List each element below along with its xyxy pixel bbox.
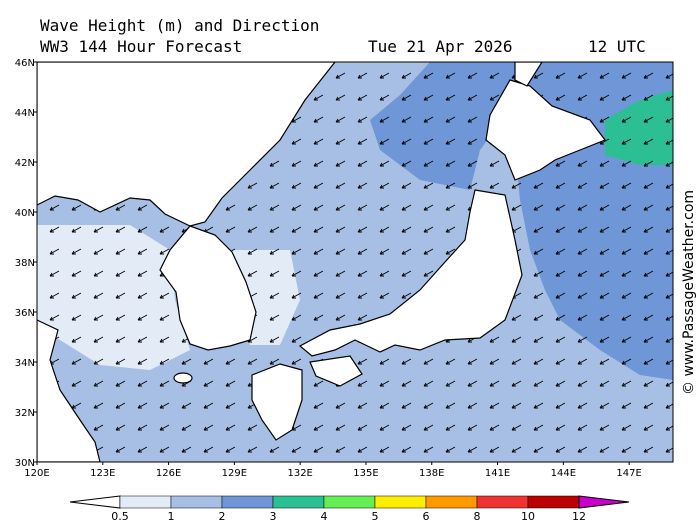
legend-label: 10 [521,510,535,523]
legend-segment [272,495,325,509]
watermark: © www.PassageWeather.com [681,190,697,395]
legend-label: 5 [372,510,379,523]
lat-tick-label: 38N [15,258,35,269]
time: 12 UTC [588,37,646,56]
title: Wave Height (m) and Direction [40,16,319,35]
legend-segment [170,495,223,509]
legend-label: 1 [168,510,175,523]
lon-tick-label: 123E [90,468,115,479]
lat-tick-label: 46N [15,58,35,69]
lon-tick-label: 141E [485,468,510,479]
legend-label: 0.5 [111,510,129,523]
legend-label: 12 [572,510,586,523]
lon-tick-label: 126E [156,468,181,479]
lat-tick-label: 32N [15,408,35,419]
legend-label: 4 [321,510,328,523]
legend-label: 2 [219,510,226,523]
lat-tick-label: 30N [15,458,35,469]
legend-segment [119,495,172,509]
map [37,62,673,462]
lat-tick-label: 40N [15,208,35,219]
lat-tick-label: 42N [15,158,35,169]
legend-segment [374,495,427,509]
land [37,62,606,462]
lat-tick-label: 44N [15,108,35,119]
legend-over [578,495,630,509]
legend-under [69,495,121,509]
lon-tick-label: 132E [287,468,312,479]
lon-tick-label: 138E [419,468,444,479]
legend-label: 3 [270,510,277,523]
legend-segment [221,495,274,509]
legend-segment [527,495,580,509]
lon-tick-label: 147E [616,468,641,479]
legend-segment [323,495,376,509]
date: Tue 21 Apr 2026 [368,37,513,56]
lon-tick-label: 129E [222,468,247,479]
subtitle: WW3 144 Hour Forecast [40,37,242,56]
lon-tick-label: 144E [551,468,576,479]
lon-tick-label: 120E [24,468,49,479]
legend-segment [476,495,529,509]
legend-segment [425,495,478,509]
legend-label: 6 [423,510,430,523]
lat-tick-label: 34N [15,358,35,369]
lat-tick-label: 36N [15,308,35,319]
lon-tick-label: 135E [353,468,378,479]
legend-label: 8 [474,510,481,523]
